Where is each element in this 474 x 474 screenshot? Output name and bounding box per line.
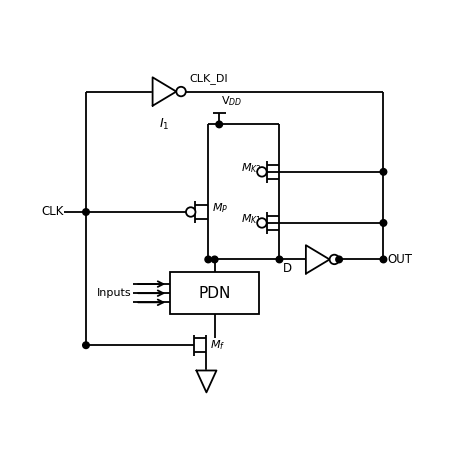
Circle shape xyxy=(82,342,89,348)
Circle shape xyxy=(257,218,267,228)
Text: OUT: OUT xyxy=(387,253,412,266)
Circle shape xyxy=(380,169,387,175)
Circle shape xyxy=(176,87,186,96)
Bar xyxy=(170,272,259,314)
Text: V$_{DD}$: V$_{DD}$ xyxy=(221,94,242,108)
Text: $I_1$: $I_1$ xyxy=(159,117,170,132)
Circle shape xyxy=(380,256,387,263)
Circle shape xyxy=(336,256,342,263)
Text: CLK_DI: CLK_DI xyxy=(190,73,228,84)
Circle shape xyxy=(82,209,89,215)
Circle shape xyxy=(216,121,222,128)
Circle shape xyxy=(211,256,218,263)
Polygon shape xyxy=(306,245,329,273)
Text: PDN: PDN xyxy=(199,286,231,301)
Circle shape xyxy=(380,219,387,226)
Polygon shape xyxy=(196,371,217,392)
Text: $M_{K2}$: $M_{K2}$ xyxy=(241,161,262,175)
Text: $M_P$: $M_P$ xyxy=(212,201,228,215)
Polygon shape xyxy=(153,77,176,106)
Circle shape xyxy=(276,256,283,263)
Text: Inputs: Inputs xyxy=(97,288,132,298)
Text: CLK: CLK xyxy=(42,206,64,219)
Text: $M_{K1}$: $M_{K1}$ xyxy=(241,212,262,226)
Circle shape xyxy=(186,207,195,217)
Circle shape xyxy=(329,255,339,264)
Circle shape xyxy=(205,256,211,263)
Circle shape xyxy=(257,167,267,177)
Text: D: D xyxy=(283,262,292,275)
Text: $M_f$: $M_f$ xyxy=(210,338,225,352)
